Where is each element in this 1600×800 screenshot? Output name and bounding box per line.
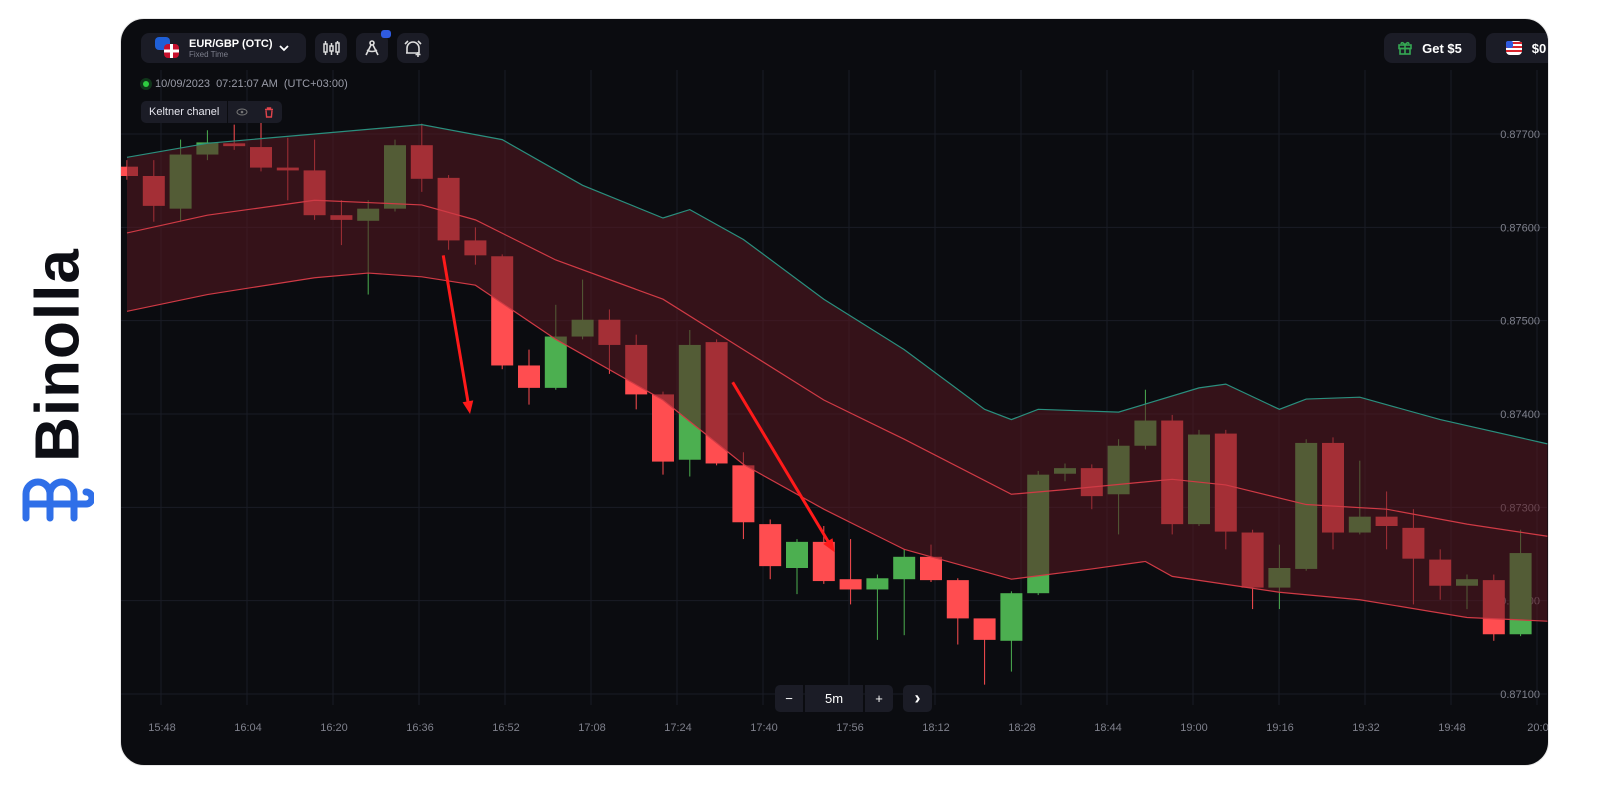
trend-arrow-head bbox=[823, 538, 835, 553]
balance-button[interactable]: $0 bbox=[1486, 33, 1548, 63]
drawing-compass-icon bbox=[365, 40, 379, 56]
candle-bearish bbox=[920, 556, 942, 581]
x-tick-label: 16:36 bbox=[406, 722, 434, 734]
trend-arrow bbox=[441, 255, 471, 407]
drawing-tools-button[interactable] bbox=[356, 30, 391, 63]
timeframe-controls: − 5m + › bbox=[775, 685, 932, 712]
y-tick-label: 0.87700 bbox=[1500, 129, 1540, 141]
x-tick-label: 16:52 bbox=[492, 722, 520, 734]
x-tick-label: 16:04 bbox=[234, 722, 262, 734]
x-tick-label: 17:40 bbox=[750, 722, 778, 734]
x-tick-label: 16:20 bbox=[320, 722, 348, 734]
candle-bullish bbox=[893, 556, 916, 580]
zoom-out-button[interactable]: − bbox=[775, 685, 803, 712]
x-tick-label: 19:48 bbox=[1438, 722, 1466, 734]
trend-arrow bbox=[731, 381, 832, 547]
trading-chart-window: 0.877000.876000.875000.874000.873000.872… bbox=[120, 18, 1549, 766]
x-tick-label: 15:48 bbox=[148, 722, 176, 734]
server-time: 10/09/2023 07:21:07 AM (UTC+03:00) bbox=[143, 78, 348, 90]
timezone: (UTC+03:00) bbox=[283, 78, 348, 90]
candle-bullish bbox=[786, 541, 808, 568]
x-tick-label: 18:28 bbox=[1008, 722, 1036, 734]
asset-name: EUR/GBP (OTC) bbox=[189, 37, 273, 50]
trend-arrow-head bbox=[462, 400, 474, 414]
eu-uk-flag-icon bbox=[155, 37, 179, 58]
trash-icon[interactable] bbox=[256, 101, 282, 123]
balance-amount: $0 bbox=[1531, 40, 1547, 56]
chevron-down-icon bbox=[279, 45, 289, 52]
gift-icon bbox=[1398, 41, 1412, 55]
candle-bearish bbox=[759, 524, 782, 567]
asset-mode: Fixed Time bbox=[189, 49, 229, 59]
keltner-upper-line bbox=[126, 124, 1548, 445]
keltner-lower-line bbox=[126, 272, 1548, 622]
y-tick-label: 0.87500 bbox=[1500, 316, 1540, 328]
x-tick-label: 17:56 bbox=[836, 722, 864, 734]
alarm-add-icon bbox=[404, 40, 422, 57]
keltner-middle-line bbox=[126, 199, 1548, 537]
candle-bearish bbox=[812, 541, 835, 582]
bonus-label: Get $5 bbox=[1422, 40, 1462, 56]
x-tick-label: 19:32 bbox=[1352, 722, 1380, 734]
candle-bearish bbox=[518, 365, 540, 388]
time: 07:21:07 AM bbox=[216, 78, 278, 90]
chart-type-button[interactable] bbox=[315, 33, 347, 63]
scroll-right-button[interactable]: › bbox=[903, 685, 932, 712]
y-tick-label: 0.87600 bbox=[1500, 222, 1540, 234]
indicator-label[interactable]: Keltner chanel bbox=[149, 106, 220, 118]
x-tick-label: 18:12 bbox=[922, 722, 950, 734]
candle-bullish bbox=[866, 578, 889, 590]
eye-icon[interactable] bbox=[228, 101, 256, 123]
x-tick-label: 18:44 bbox=[1094, 722, 1122, 734]
asset-selector[interactable]: EUR/GBP (OTC) Fixed Time bbox=[141, 33, 306, 63]
candle-bearish bbox=[652, 394, 674, 462]
y-tick-label: 0.87400 bbox=[1500, 409, 1540, 421]
notification-badge bbox=[381, 30, 391, 38]
candle-bearish bbox=[732, 465, 755, 523]
x-tick-label: 19:16 bbox=[1266, 722, 1294, 734]
indicator-chip: Keltner chanel bbox=[141, 101, 283, 123]
price-chart[interactable]: 0.877000.876000.875000.874000.873000.872… bbox=[120, 18, 1549, 766]
interval-display[interactable]: 5m bbox=[805, 685, 863, 712]
live-status-dot bbox=[143, 81, 149, 87]
keltner-channel-fill bbox=[127, 124, 1548, 622]
get-bonus-button[interactable]: Get $5 bbox=[1384, 33, 1476, 63]
x-tick-label: 20:0 bbox=[1527, 722, 1548, 734]
binolla-logo-icon bbox=[22, 478, 94, 522]
candle-bullish bbox=[1000, 593, 1023, 641]
zoom-in-button[interactable]: + bbox=[865, 685, 893, 712]
candlestick-chart-icon bbox=[323, 41, 340, 55]
brand-logo: Binolla bbox=[0, 0, 118, 800]
x-tick-label: 17:24 bbox=[664, 722, 692, 734]
candle-bullish bbox=[544, 336, 567, 388]
candle-bearish bbox=[946, 580, 969, 619]
date: 10/09/2023 bbox=[155, 78, 211, 90]
x-tick-label: 19:00 bbox=[1180, 722, 1208, 734]
add-alert-button[interactable] bbox=[397, 33, 429, 63]
us-flag-icon bbox=[1505, 41, 1522, 55]
candle-bearish bbox=[973, 618, 996, 640]
x-tick-label: 17:08 bbox=[578, 722, 606, 734]
candle-bearish bbox=[839, 579, 862, 590]
y-tick-label: 0.87100 bbox=[1500, 689, 1540, 701]
brand-name: Binolla bbox=[23, 248, 93, 462]
